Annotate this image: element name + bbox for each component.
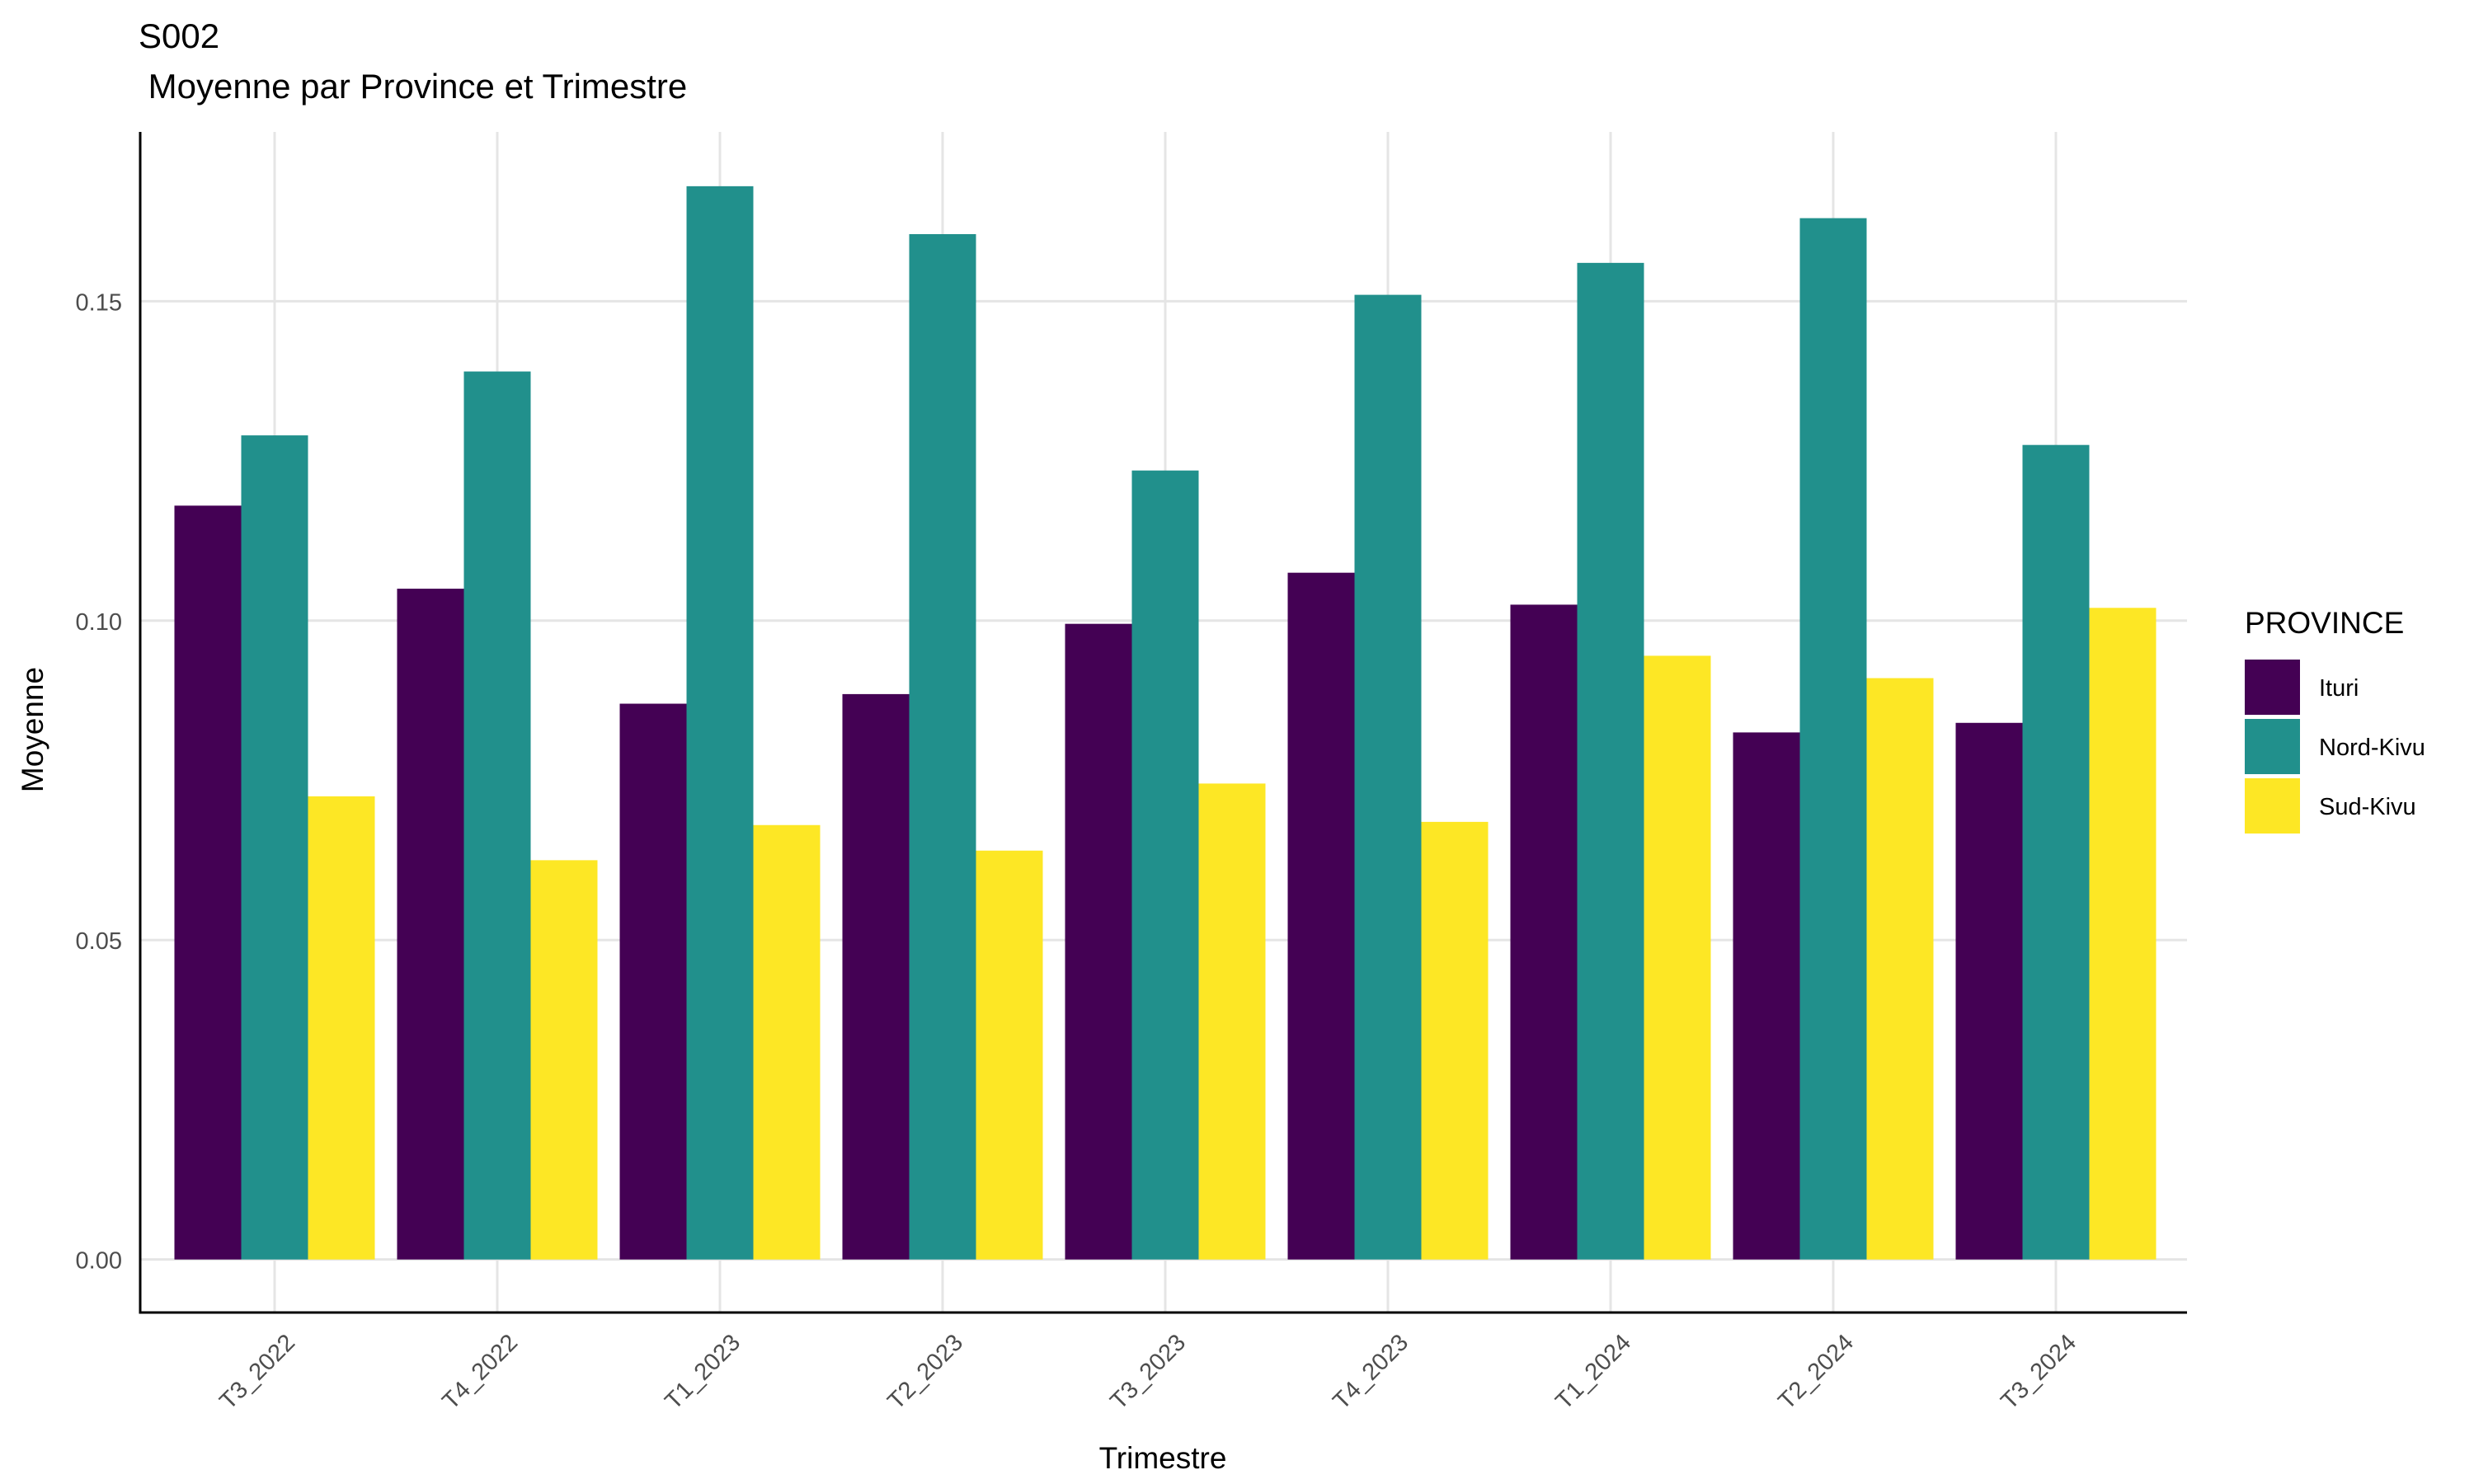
y-axis-title: Moyenne xyxy=(16,667,49,792)
bar-nord-kivu-t2_2023 xyxy=(909,233,976,1260)
legend: PROVINCE Ituri Nord-Kivu Sud-Kivu xyxy=(2245,606,2425,834)
bar-ituri-t3_2023 xyxy=(1065,623,1132,1260)
y-tick-label: 0.15 xyxy=(76,289,122,316)
x-tick-label: T2_2023 xyxy=(883,1329,969,1415)
bars xyxy=(174,186,2157,1260)
bar-nord-kivu-t4_2022 xyxy=(463,371,531,1260)
x-tick-label: T4_2022 xyxy=(438,1329,524,1415)
y-tick-label: 0.10 xyxy=(76,609,122,636)
y-tick-label: 0.05 xyxy=(76,928,122,955)
bar-nord-kivu-t3_2023 xyxy=(1131,470,1199,1260)
bar-sud-kivu-t2_2023 xyxy=(976,850,1043,1260)
bar-sud-kivu-t1_2023 xyxy=(753,824,821,1260)
bar-ituri-t2_2023 xyxy=(842,693,910,1260)
axes xyxy=(139,132,2187,1314)
bar-sud-kivu-t3_2024 xyxy=(2089,608,2157,1260)
bar-sud-kivu-t4_2023 xyxy=(1421,821,1489,1260)
bar-nord-kivu-t1_2024 xyxy=(1577,262,1644,1260)
legend-swatch-sud-kivu xyxy=(2245,778,2300,834)
bar-sud-kivu-t1_2024 xyxy=(1644,655,1711,1260)
legend-label-ituri: Ituri xyxy=(2319,675,2359,702)
x-tick-label: T1_2024 xyxy=(1551,1329,1637,1415)
x-tick-label: T4_2023 xyxy=(1329,1329,1414,1415)
bar-ituri-t2_2024 xyxy=(1733,732,1800,1260)
bar-sud-kivu-t3_2023 xyxy=(1198,783,1266,1260)
chart-title: S002 xyxy=(139,16,219,55)
bar-ituri-t1_2024 xyxy=(1510,604,1578,1260)
legend-swatch-ituri xyxy=(2245,660,2300,715)
legend-label-sud-kivu: Sud-Kivu xyxy=(2319,794,2416,820)
chart-subtitle: Moyenne par Province et Trimestre xyxy=(139,67,687,106)
bar-sud-kivu-t3_2022 xyxy=(308,796,375,1260)
bar-ituri-t3_2022 xyxy=(174,505,242,1260)
bar-nord-kivu-t4_2023 xyxy=(1354,294,1422,1260)
bar-ituri-t3_2024 xyxy=(1955,722,2023,1260)
x-tick-label: T3_2023 xyxy=(1106,1329,1192,1415)
bar-ituri-t4_2022 xyxy=(397,589,464,1260)
bar-ituri-t4_2023 xyxy=(1287,572,1355,1260)
bar-sud-kivu-t4_2022 xyxy=(530,860,598,1260)
x-tick-label: T3_2024 xyxy=(1997,1329,2082,1415)
x-tick-label: T2_2024 xyxy=(1774,1329,1860,1415)
x-axis-title: Trimestre xyxy=(1099,1441,1227,1475)
y-tick-labels: 0.00 0.05 0.10 0.15 xyxy=(76,289,122,1274)
x-tick-label: T1_2023 xyxy=(661,1329,746,1415)
bar-nord-kivu-t3_2024 xyxy=(2022,444,2090,1260)
x-tick-labels: T3_2022 T4_2022 T1_2023 T2_2023 T3_2023 T4_20… xyxy=(215,1329,2082,1415)
bar-nord-kivu-t1_2023 xyxy=(686,186,754,1260)
x-tick-label: T3_2022 xyxy=(215,1329,301,1415)
legend-title: PROVINCE xyxy=(2245,606,2404,640)
bar-nord-kivu-t3_2022 xyxy=(241,435,308,1260)
bar-sud-kivu-t2_2024 xyxy=(1866,678,1934,1260)
legend-label-nord-kivu: Nord-Kivu xyxy=(2319,735,2425,761)
y-tick-label: 0.00 xyxy=(76,1248,122,1275)
bar-ituri-t1_2023 xyxy=(619,703,687,1260)
legend-swatch-nord-kivu xyxy=(2245,719,2300,774)
bar-nord-kivu-t2_2024 xyxy=(1799,218,1867,1260)
